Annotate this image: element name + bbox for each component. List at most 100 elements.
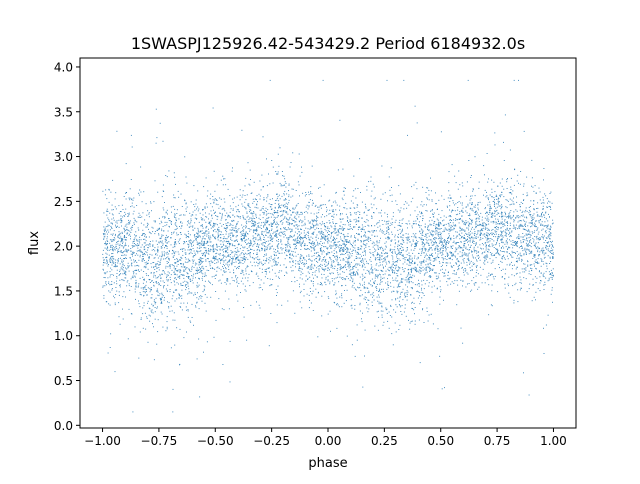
data-point (398, 300, 400, 302)
data-point (105, 226, 107, 228)
data-point (244, 233, 246, 235)
data-point (499, 182, 501, 184)
data-point (549, 205, 551, 207)
data-point (248, 205, 250, 207)
data-point (289, 253, 291, 255)
data-point (135, 282, 137, 284)
data-point (277, 233, 279, 235)
data-point (116, 290, 118, 292)
data-point (128, 285, 130, 287)
data-point (127, 232, 129, 234)
data-point (440, 289, 442, 291)
data-point (314, 229, 316, 231)
data-point (481, 228, 483, 230)
data-point (253, 220, 255, 222)
data-point (531, 268, 533, 270)
data-point (179, 295, 181, 297)
data-point (458, 246, 460, 247)
data-point (336, 234, 338, 236)
data-point (390, 304, 392, 306)
data-point (196, 243, 198, 245)
data-point (133, 252, 135, 254)
data-point (403, 241, 405, 243)
data-point (530, 223, 532, 224)
data-point (472, 262, 474, 264)
data-point (414, 284, 416, 286)
data-point (277, 262, 279, 264)
data-point (304, 222, 306, 224)
data-point (486, 241, 488, 243)
data-point (428, 199, 430, 201)
data-point (426, 266, 428, 268)
data-point (376, 223, 378, 225)
data-point (475, 221, 477, 223)
data-point (119, 233, 121, 235)
data-point (263, 231, 265, 233)
data-point (344, 279, 346, 281)
data-point (108, 290, 110, 292)
data-point (367, 311, 369, 313)
data-point (524, 223, 526, 225)
data-point (468, 160, 470, 161)
data-point (125, 208, 127, 210)
data-point (331, 226, 333, 228)
data-point (342, 259, 344, 261)
data-point (541, 221, 543, 223)
data-point (163, 251, 165, 253)
data-point (350, 227, 352, 229)
data-point (431, 224, 433, 226)
data-point (334, 265, 336, 267)
data-point (193, 273, 195, 275)
data-point (161, 256, 163, 258)
data-point (379, 225, 381, 227)
data-point (336, 214, 338, 216)
data-point (530, 267, 531, 269)
data-point (173, 255, 175, 257)
data-point (147, 247, 149, 248)
data-point (145, 264, 147, 266)
data-point (242, 216, 244, 218)
data-point (229, 225, 231, 226)
data-point (477, 225, 479, 226)
data-point (351, 251, 353, 252)
data-point (155, 277, 157, 279)
data-point (342, 168, 344, 170)
data-point (349, 223, 351, 225)
data-point (488, 241, 490, 243)
data-point (385, 237, 387, 239)
data-point (474, 263, 476, 265)
data-point (284, 252, 286, 254)
data-point (270, 247, 272, 249)
data-point (498, 221, 499, 222)
data-point (131, 146, 133, 148)
data-point (196, 358, 198, 360)
data-point (119, 234, 121, 236)
data-point (377, 310, 379, 312)
data-point (333, 242, 335, 244)
data-point (358, 226, 360, 228)
data-point (229, 223, 231, 225)
data-point (280, 247, 282, 249)
data-point (102, 268, 104, 270)
data-point (461, 237, 462, 239)
data-point (144, 234, 146, 236)
data-point (450, 265, 452, 267)
data-point (242, 263, 244, 264)
data-point (421, 201, 423, 203)
data-point (201, 219, 203, 221)
data-point (312, 283, 314, 285)
data-point (395, 261, 397, 262)
data-point (137, 254, 139, 256)
data-point (484, 242, 486, 244)
data-point (242, 235, 243, 236)
data-point (184, 280, 186, 282)
data-point (241, 270, 243, 272)
data-point (401, 250, 403, 251)
data-point (353, 282, 355, 284)
data-point (212, 225, 214, 227)
data-point (329, 222, 331, 224)
data-point (223, 244, 225, 246)
data-point (223, 257, 224, 259)
data-point (159, 261, 161, 263)
data-point (351, 253, 353, 254)
